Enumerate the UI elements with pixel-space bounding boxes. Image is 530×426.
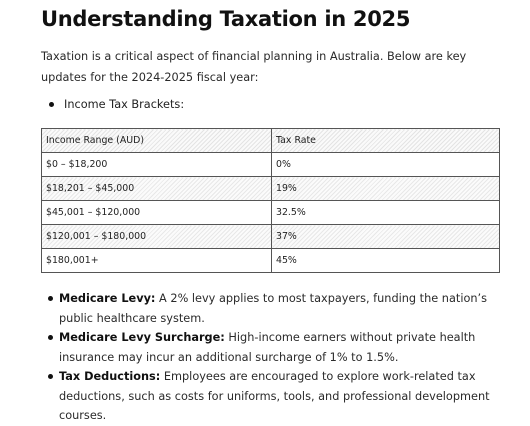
notes-list: Medicare Levy: A 2% levy applies to most… — [41, 289, 501, 426]
note-text: High-income earners without private heal… — [59, 331, 476, 364]
table-row: $120,001 – $180,000 37% — [41, 224, 500, 249]
article: Understanding Taxation in 2025 Taxation … — [41, 7, 500, 422]
table-row: $45,001 – $120,000 32.5% — [41, 200, 500, 225]
note-term: Tax Deductions: — [59, 370, 161, 383]
tax-brackets-table: Income Range (AUD) Tax Rate $0 – $18,200… — [41, 128, 500, 273]
intro-paragraph: Taxation is a critical aspect of financi… — [41, 50, 467, 84]
tax-rate-cell: 45% — [271, 248, 500, 273]
list-item: Medicare Levy: A 2% levy applies to most… — [41, 289, 501, 328]
income-range-cell: $120,001 – $180,000 — [41, 224, 272, 249]
income-range-cell: $18,201 – $45,000 — [41, 176, 272, 201]
tax-rate-cell: 37% — [271, 224, 500, 249]
bullet-icon — [48, 296, 53, 301]
table-row: $180,001+ 45% — [41, 248, 500, 273]
bullet-icon — [48, 374, 53, 379]
tax-rate-cell: 32.5% — [271, 200, 500, 225]
income-range-cell: $180,001+ — [41, 248, 272, 273]
brackets-list-item: Income Tax Brackets: — [41, 98, 184, 111]
bullet-icon — [48, 335, 53, 340]
note-term: Medicare Levy: — [59, 292, 156, 305]
header-income-range: Income Range (AUD) — [41, 128, 272, 153]
header-tax-rate: Tax Rate — [271, 128, 500, 153]
income-range-cell: $45,001 – $120,000 — [41, 200, 272, 225]
table-row: $18,201 – $45,000 19% — [41, 176, 500, 201]
bullet-icon — [49, 101, 54, 107]
tax-rate-cell: 19% — [271, 176, 500, 201]
note-text: A 2% levy applies to most taxpayers, fun… — [59, 292, 488, 325]
list-item: Medicare Levy Surcharge: High-income ear… — [41, 328, 501, 367]
table-header-row: Income Range (AUD) Tax Rate — [41, 128, 500, 153]
income-range-cell: $0 – $18,200 — [41, 152, 272, 177]
tax-rate-cell: 0% — [271, 152, 500, 177]
brackets-label: Income Tax Brackets: — [64, 98, 185, 111]
page-title: Understanding Taxation in 2025 — [41, 7, 411, 31]
note-term: Medicare Levy Surcharge: — [59, 331, 225, 344]
list-item: Tax Deductions: Employees are encouraged… — [41, 367, 501, 426]
table-row: $0 – $18,200 0% — [41, 152, 500, 177]
